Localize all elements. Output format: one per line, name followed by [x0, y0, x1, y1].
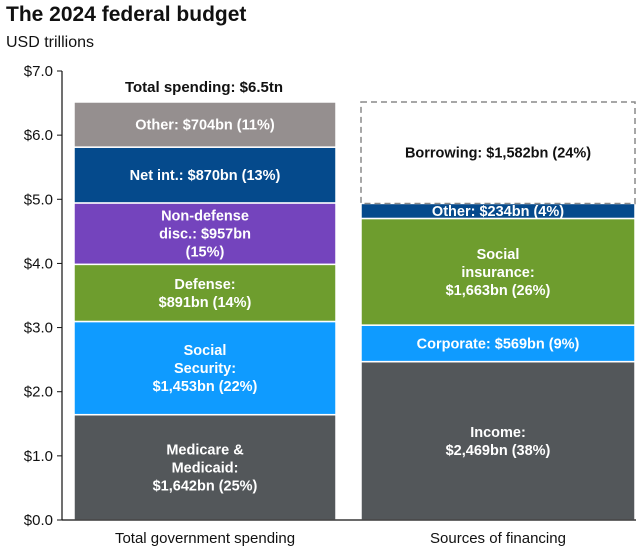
y-tick-label: $7.0 — [24, 63, 53, 80]
segment-label: Other: $704bn (11%) — [135, 118, 275, 134]
y-axis: $0.0 $1.0 $2.0 $3.0 $4.0 $5.0 $6.0 $7.0 — [24, 63, 63, 529]
total-spending-annotation: Total spending: $6.5tn — [125, 79, 283, 96]
chart-title: The 2024 federal budget — [6, 3, 247, 26]
segment-label: Net int.: $870bn (13%) — [130, 168, 281, 184]
bar-segment — [73, 101, 337, 148]
bar-segment — [73, 263, 337, 323]
bar-segment — [73, 413, 337, 521]
y-tick-label: $4.0 — [24, 255, 53, 272]
chart-subtitle: USD trillions — [6, 34, 95, 51]
segment-label: Non-defense disc.: $957bn (15%) — [159, 209, 251, 261]
segment-label: Borrowing: $1,582bn (24%) — [405, 146, 591, 162]
bar-segment — [73, 320, 337, 416]
x-category-label: Sources of financing — [430, 530, 566, 547]
x-category-label: Total government spending — [115, 530, 295, 547]
bar-segment — [73, 146, 337, 204]
segment-label: Corporate: $569bn (9%) — [417, 336, 580, 352]
y-tick-label: $0.0 — [24, 512, 53, 529]
x-axis-categories: Total government spending Sources of fina… — [115, 530, 566, 547]
bar-segment — [360, 101, 636, 205]
y-tick-label: $6.0 — [24, 127, 53, 144]
segment-label: Social Security: $1,453bn (22%) — [153, 343, 258, 395]
segment-label: Defense: $891bn (14%) — [159, 277, 252, 311]
bars: Medicare & Medicaid: $1,642bn (25%) Social S… — [73, 101, 636, 521]
segment-label: Income: $2,469bn (38%) — [446, 425, 551, 459]
bar-segment — [73, 202, 337, 266]
bar-segment — [360, 360, 636, 521]
y-tick-label: $1.0 — [24, 448, 53, 465]
y-tick-label: $2.0 — [24, 384, 53, 401]
y-tick-label: $5.0 — [24, 191, 53, 208]
bar-segment — [360, 217, 636, 326]
segment-label: Medicare & Medicaid: $1,642bn (25%) — [153, 442, 258, 494]
segment-label: Other: $234bn (4%) — [432, 204, 564, 220]
y-tick-label: $3.0 — [24, 320, 53, 337]
segment-label: Social insurance: $1,663bn (26%) — [446, 247, 551, 299]
